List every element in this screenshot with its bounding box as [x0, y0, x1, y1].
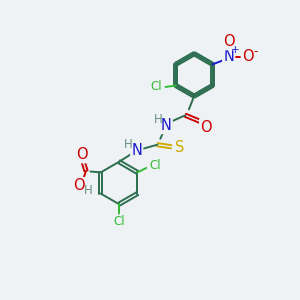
- Text: H: H: [84, 184, 92, 197]
- Text: -: -: [253, 45, 257, 58]
- Text: N: N: [131, 143, 142, 158]
- Text: N: N: [223, 50, 234, 64]
- Text: H: H: [124, 138, 133, 151]
- Text: +: +: [231, 46, 239, 56]
- Text: N: N: [161, 118, 172, 133]
- Text: O: O: [223, 34, 235, 49]
- Text: O: O: [76, 147, 87, 162]
- Text: O: O: [242, 50, 254, 64]
- Text: O: O: [74, 178, 85, 193]
- Text: Cl: Cl: [151, 80, 163, 94]
- Text: Cl: Cl: [113, 215, 125, 228]
- Text: H: H: [154, 113, 162, 126]
- Text: O: O: [200, 119, 212, 134]
- Text: S: S: [175, 140, 184, 155]
- Text: Cl: Cl: [149, 159, 161, 172]
